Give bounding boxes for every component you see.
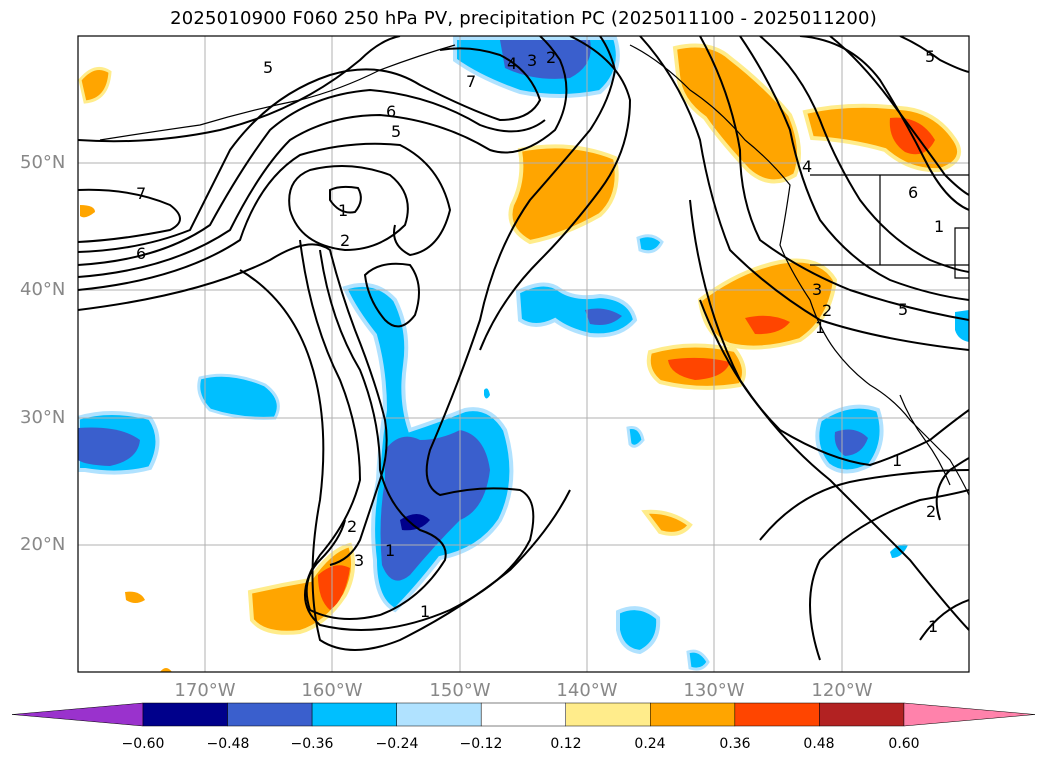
colorbar-cell xyxy=(480,702,567,727)
contour-label: 3 xyxy=(354,551,364,570)
contour-label: 6 xyxy=(386,102,396,121)
contour-label: 2 xyxy=(340,231,350,250)
lon-label-170w: 170°W xyxy=(174,680,236,701)
colorbar-cell xyxy=(565,702,651,727)
lon-label-120w: 120°W xyxy=(811,680,873,701)
contour-label: 1 xyxy=(892,451,902,470)
colorbar-cell xyxy=(734,702,820,727)
lon-label-160w: 160°W xyxy=(301,680,363,701)
colorbar-tick: 0.12 xyxy=(550,736,582,752)
contour-label: 1 xyxy=(385,541,395,560)
contour-label: 1 xyxy=(420,602,430,621)
contour-label: 1 xyxy=(934,217,944,236)
colorbar-extend-max xyxy=(903,702,1036,727)
contour-label: 5 xyxy=(263,58,273,77)
contour-label: 3 xyxy=(527,51,537,70)
colorbar-tick: 0.60 xyxy=(888,736,920,752)
contour-label: 2 xyxy=(546,48,556,67)
colorbar-cell xyxy=(142,702,228,727)
lat-label-30n: 30°N xyxy=(20,407,66,428)
contour-label: 5 xyxy=(391,122,401,141)
contour-label: 2 xyxy=(822,301,832,320)
lat-label-50n: 50°N xyxy=(20,152,66,173)
colorbar-tick: 0.36 xyxy=(719,736,751,752)
contour-label: 2 xyxy=(347,517,357,536)
contour-label: 1 xyxy=(815,318,825,337)
colorbar-tick: −0.36 xyxy=(290,736,334,752)
colorbar-cell xyxy=(227,702,313,727)
positive-anomaly-shading xyxy=(78,43,961,672)
colorbar-cell xyxy=(819,702,905,727)
colorbar-tick: −0.24 xyxy=(375,736,419,752)
lon-label-140w: 140°W xyxy=(556,680,618,701)
lon-label-130w: 130°W xyxy=(683,680,745,701)
colorbar-tick: −0.48 xyxy=(206,736,250,752)
pv-contours xyxy=(78,36,969,661)
lat-label-20n: 20°N xyxy=(20,534,66,555)
contour-label: 2 xyxy=(926,502,936,521)
map-frame xyxy=(77,35,970,673)
contour-label: 4 xyxy=(507,54,517,73)
map-background xyxy=(78,36,969,672)
contour-label: 6 xyxy=(908,183,918,202)
colorbar-extend-min xyxy=(11,702,144,727)
contour-label: 5 xyxy=(925,47,935,66)
contour-label: 3 xyxy=(812,280,822,299)
map-plot: 5 7 6 5 4 3 2 5 1 2 7 6 3 2 1 5 4 6 1 3 … xyxy=(77,35,970,673)
colorbar-tick: 0.48 xyxy=(803,736,835,752)
colorbar-cell xyxy=(396,702,482,727)
contour-label: 4 xyxy=(802,157,812,176)
contour-label: 7 xyxy=(466,72,476,91)
colorbar-tick: −0.12 xyxy=(459,736,503,752)
contour-label: 6 xyxy=(136,244,146,263)
colorbar-cell xyxy=(650,702,736,727)
contour-label: 5 xyxy=(898,300,908,319)
lat-label-40n: 40°N xyxy=(20,279,66,300)
contour-label: 1 xyxy=(338,201,348,220)
colorbar-tick: −0.60 xyxy=(121,736,165,752)
negative-anomaly-shading xyxy=(78,36,969,671)
map-title: 2025010900 F060 250 hPa PV, precipitatio… xyxy=(170,8,877,29)
colorbar-tick: 0.24 xyxy=(634,736,666,752)
contour-label: 1 xyxy=(928,617,938,636)
lon-label-150w: 150°W xyxy=(429,680,491,701)
graticule xyxy=(78,36,969,672)
contour-labels: 5 7 6 5 4 3 2 5 1 2 7 6 3 2 1 5 4 6 1 3 … xyxy=(136,47,944,636)
contour-label: 7 xyxy=(136,184,146,203)
colorbar-cell xyxy=(311,702,397,727)
